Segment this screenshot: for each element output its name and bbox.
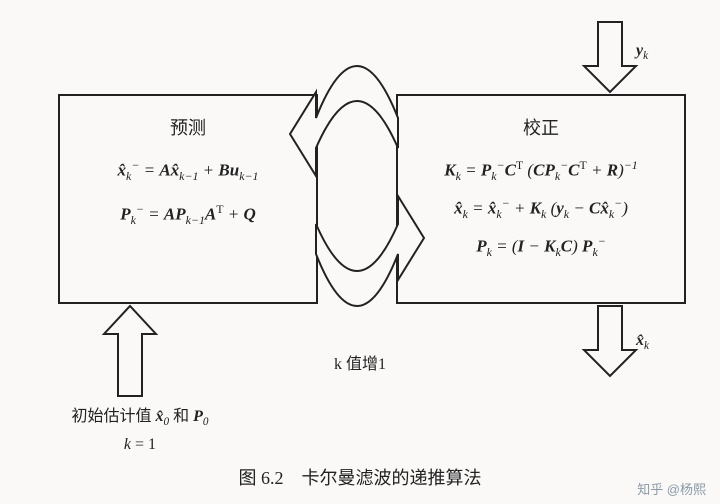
- arrow-init-up: [104, 306, 156, 396]
- predict-title: 预测: [74, 114, 302, 140]
- predict-box: 预测 x̂k− = Ax̂k−1 + Buk−1 Pk− = APk−1AT +…: [58, 94, 318, 304]
- yk-label: yk: [636, 42, 648, 62]
- init-line2: k = 1: [30, 432, 250, 458]
- figure-caption: 图 6.2 卡尔曼滤波的递推算法: [0, 464, 720, 490]
- k-inc-label: k 值增1: [300, 350, 420, 374]
- correct-eq-covar: Pk = (I − KkC) Pk−: [412, 234, 670, 260]
- arrow-yk-in: [584, 22, 636, 92]
- correct-title: 校正: [412, 114, 670, 140]
- init-line1: 初始估计值 x̂0 和 P0: [30, 404, 250, 432]
- arrow-xk-out: [584, 306, 636, 376]
- xk-label: x̂k: [636, 332, 649, 352]
- predict-eq-state: x̂k− = Ax̂k−1 + Buk−1: [74, 158, 302, 184]
- watermark: 知乎 @杨熙: [637, 479, 706, 498]
- correct-eq-state: x̂k = x̂k− + Kk (yk − Cx̂k−): [412, 196, 670, 222]
- correct-box: 校正 Kk = Pk−CT (CPk−CT + R)−1 x̂k = x̂k− …: [396, 94, 686, 304]
- correct-eq-gain: Kk = Pk−CT (CPk−CT + R)−1: [412, 158, 670, 184]
- predict-eq-covar: Pk− = APk−1AT + Q: [74, 202, 302, 228]
- init-label: 初始估计值 x̂0 和 P0 k = 1: [30, 404, 250, 458]
